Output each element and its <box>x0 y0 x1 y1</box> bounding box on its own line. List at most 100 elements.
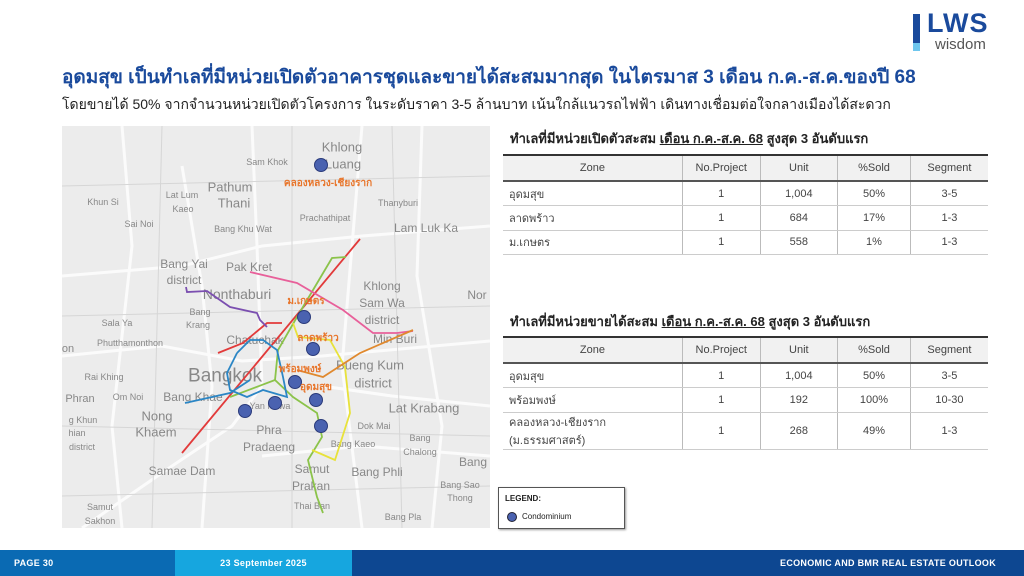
table-cell: อุดมสุข <box>503 363 683 388</box>
place-label: Thanyburi <box>378 198 418 208</box>
condominium-marker <box>288 375 302 389</box>
table-cell: 684 <box>759 205 838 231</box>
table-cell: 1 <box>681 412 761 450</box>
place-label: Bang Sao <box>440 480 480 490</box>
page-title: อุดมสุข เป็นทำเลที่มีหน่วยเปิดตัวอาคารชุ… <box>62 67 916 88</box>
place-label: Bang Kaeo <box>331 439 376 449</box>
table-cell: พร้อมพงษ์ <box>503 387 683 413</box>
place-label: Sam Wa <box>359 296 405 310</box>
table-cell: 192 <box>759 387 838 413</box>
place-label: Samut <box>87 502 114 512</box>
place-label: Sai Noi <box>124 219 153 229</box>
table-row: พร้อมพงษ์ 1 192 100% 10-30 <box>503 387 988 413</box>
table-cell: คลองหลวง-เชียงราก (ม.ธรรมศาสตร์) <box>503 412 683 450</box>
table-cell: 1 <box>681 363 761 388</box>
table-cell: 50% <box>837 363 911 388</box>
table1-title-period: เดือน ก.ค.-ส.ค. 68 <box>659 131 763 146</box>
table-cell: อุดมสุข <box>503 181 683 206</box>
rail-line <box>274 256 347 514</box>
sales-table: Zone No.Project Unit %Sold Segment อุดมสุข 1 1,… <box>503 336 988 450</box>
zone-label: ลาดพร้าว <box>297 332 339 344</box>
table-row: อุดมสุข 1 1,004 50% 3-5 <box>503 363 988 388</box>
place-label: Khun Si <box>87 197 119 207</box>
table-cell: 3-5 <box>909 363 988 388</box>
table-cell: 1-3 <box>909 205 988 231</box>
place-label: Nonthaburi <box>203 286 272 302</box>
place-label: g Khun <box>69 415 98 425</box>
footer: PAGE 30 23 September 2025 ECONOMIC AND B… <box>0 550 1024 576</box>
place-label: Bang Phli <box>351 465 402 479</box>
table-row: คลองหลวง-เชียงราก (ม.ธรรมศาสตร์) 1 268 49% 1… <box>503 412 988 450</box>
place-label: Om Noi <box>113 392 144 402</box>
road <box>61 224 491 278</box>
logo-bar-accent <box>913 43 920 51</box>
bangkok-map: Khlong Luang Sam Khok Pathum Thani Thanyburi K… <box>61 125 491 530</box>
minor-road <box>151 125 163 529</box>
place-label: Thai Ban <box>294 501 330 511</box>
table1-title-post: สูงสุด 3 อันดับแรก <box>762 131 869 146</box>
place-label: Khlong <box>363 279 400 293</box>
place-label: Dok Mai <box>357 421 390 431</box>
table-cell: 558 <box>759 230 838 255</box>
column-header: Segment <box>909 336 988 364</box>
column-header: %Sold <box>837 336 911 364</box>
column-header: Segment <box>909 154 988 182</box>
table-cell: 1 <box>681 387 761 413</box>
table1-title: ทำเลที่มีหน่วยเปิดตัวสะสม เดือน ก.ค.-ส.ค… <box>510 128 868 149</box>
table2-title: ทำเลที่มีหน่วยขายได้สะสม เดือน ก.ค.-ส.ค.… <box>510 311 870 332</box>
place-label: Lam Luk Ka <box>394 221 458 235</box>
condominium-marker <box>268 396 282 410</box>
place-label: Bang <box>189 307 210 317</box>
table-cell: 100% <box>837 387 911 413</box>
table-cell: 1-3 <box>909 412 988 450</box>
place-label: Sala Ya <box>102 318 133 328</box>
place-label: Chalong <box>403 447 437 457</box>
table2-title-period: เดือน ก.ค.-ส.ค. 68 <box>661 314 765 329</box>
condominium-marker-icon <box>507 512 517 522</box>
table-cell: 49% <box>837 412 911 450</box>
place-label: Sakhon <box>85 516 116 526</box>
table-cell: 3-5 <box>909 181 988 206</box>
place-label: Bang <box>459 455 487 469</box>
table-cell: 1 <box>681 230 761 255</box>
table-row: อุดมสุข 1 1,004 50% 3-5 <box>503 181 988 206</box>
minor-road <box>391 125 403 529</box>
road <box>321 384 491 408</box>
place-label: Khaem <box>135 425 176 440</box>
logo-bar <box>913 14 920 50</box>
footer-page: PAGE 30 <box>0 550 175 576</box>
table-cell: 1 <box>681 205 761 231</box>
place-label: Khlong <box>322 140 362 155</box>
column-header: No.Project <box>681 336 761 364</box>
place-label: Prakan <box>292 479 330 493</box>
place-label: Bang Pla <box>385 512 422 522</box>
place-label: Samae Dam <box>149 464 216 478</box>
page-subtitle: โดยขายได้ 50% จากจำนวนหน่วยเปิดตัวโครงกา… <box>62 96 891 112</box>
legend-item-label: Condominium <box>522 512 572 521</box>
place-label: Bangkok <box>188 366 262 387</box>
zone-label: คลองหลวง-เชียงราก <box>284 177 372 189</box>
rail-line <box>296 329 414 378</box>
minor-road <box>61 305 491 317</box>
place-label: Pathum <box>208 180 253 195</box>
road <box>61 339 491 363</box>
rail-line <box>229 379 276 398</box>
table1-title-pre: ทำเลที่มีหน่วยเปิดตัวสะสม <box>510 131 660 146</box>
table-row: ม.เกษตร 1 558 1% 1-3 <box>503 230 988 255</box>
road <box>110 125 134 529</box>
column-header: Zone <box>503 154 683 182</box>
table-cell: 1 <box>681 181 761 206</box>
condominium-marker <box>314 419 328 433</box>
minor-road <box>61 175 491 187</box>
minor-road <box>61 425 491 437</box>
place-label: Phutthamonthon <box>97 338 163 348</box>
zone-label: อุดมสุข <box>300 382 332 393</box>
table-cell: 1-3 <box>909 230 988 255</box>
place-label: district <box>365 313 400 327</box>
place-label: Bang Khae <box>163 390 223 404</box>
place-label: Pradaeng <box>243 440 295 454</box>
place-label: Phra <box>256 423 282 437</box>
place-label: Prachathipat <box>300 213 351 223</box>
rail-line <box>217 322 282 354</box>
column-header: Unit <box>759 336 838 364</box>
